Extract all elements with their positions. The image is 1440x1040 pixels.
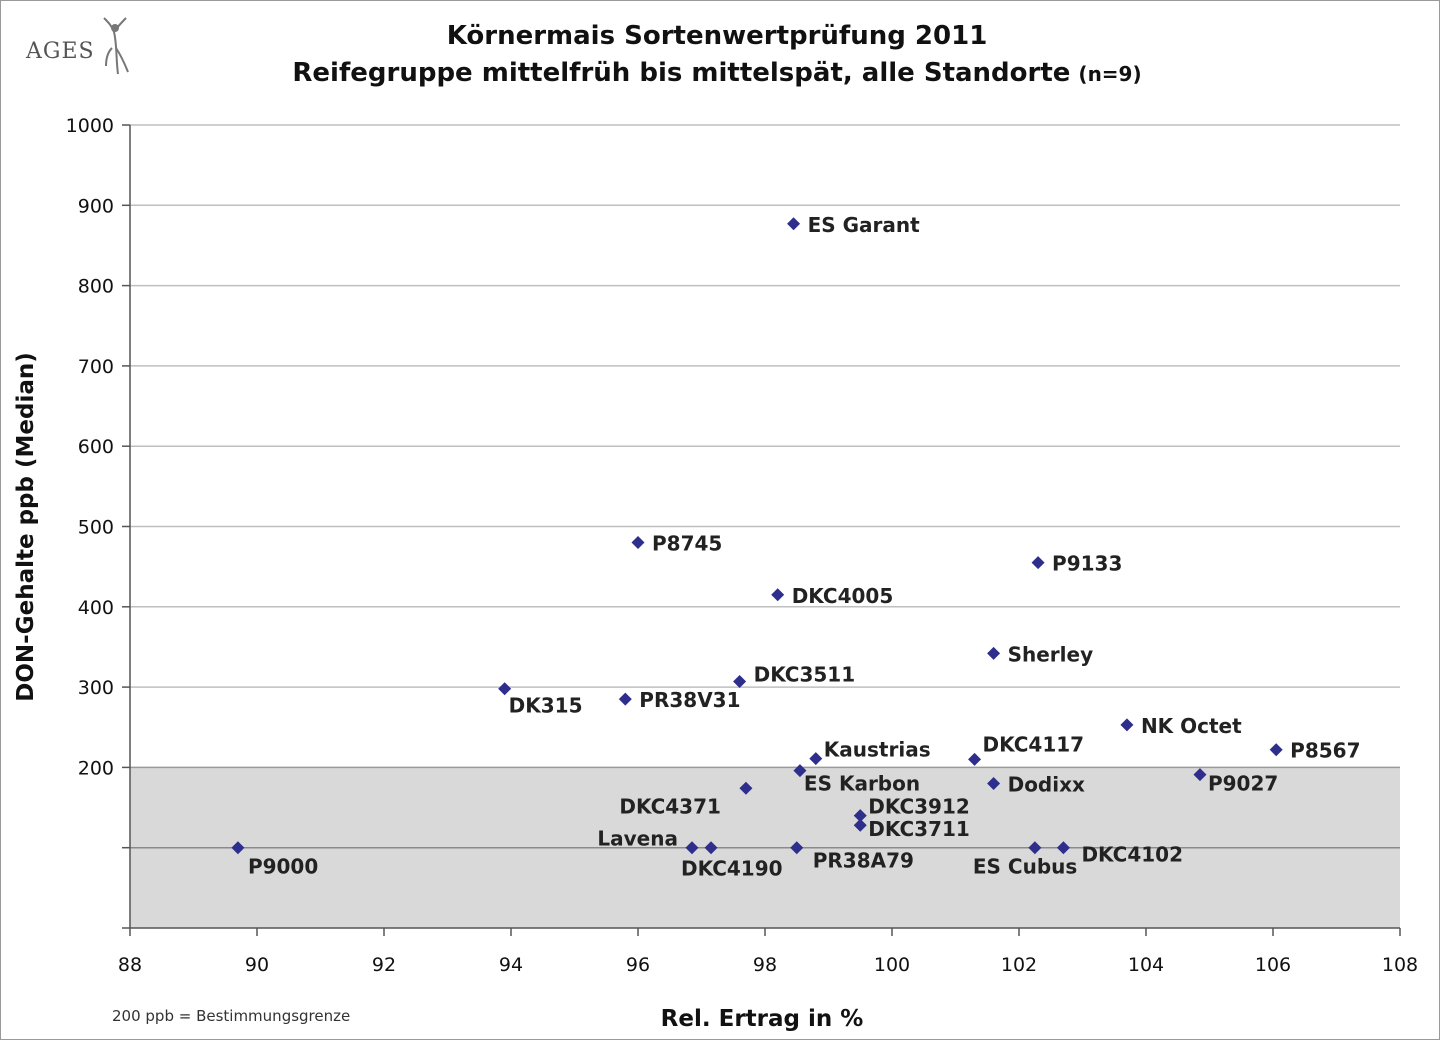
data-point-label: PR38A79 (813, 849, 914, 873)
gridlines (130, 124, 1400, 688)
data-point-marker (704, 841, 718, 855)
x-tick-label: 92 (372, 954, 396, 976)
data-point-label: DK315 (509, 694, 583, 718)
data-point-label: Dodixx (1008, 772, 1085, 796)
data-point-marker (1193, 768, 1207, 782)
data-point-label: Kaustrias (824, 738, 931, 762)
chart-subtitle-note: (n=9) (1078, 62, 1141, 86)
chart-subtitle-main: Reifegruppe mittelfrüh bis mittelspät, a… (292, 58, 1070, 88)
data-point-label: P8567 (1290, 739, 1360, 763)
x-tick-label: 98 (753, 954, 777, 976)
data-point-marker (618, 692, 632, 706)
data-point-label: P8745 (652, 532, 722, 556)
data-point-marker (1120, 718, 1134, 732)
logo-figure-icon (103, 17, 129, 75)
x-tick-label: 94 (499, 954, 523, 976)
data-point-marker (498, 682, 512, 696)
data-point-label: ES Karbon (804, 772, 920, 796)
data-point-label: DKC3711 (868, 817, 970, 841)
y-tick-label: 1000 (66, 115, 114, 137)
x-tick-label: 108 (1382, 954, 1418, 976)
x-tick-label: 100 (874, 954, 910, 976)
chart-subtitle: Reifegruppe mittelfrüh bis mittelspät, a… (292, 58, 1141, 88)
data-point-label: P9027 (1208, 772, 1278, 796)
data-point-marker (231, 841, 245, 855)
chart-title: Körnermais Sortenwertprüfung 2011 (447, 21, 988, 51)
y-tick-label: 200 (78, 757, 114, 779)
y-tick-label: 800 (78, 276, 114, 298)
x-tick-label: 104 (1128, 954, 1164, 976)
data-point-marker (787, 217, 801, 231)
data-point-label: PR38V31 (639, 688, 740, 712)
detection-limit-band (130, 766, 1400, 928)
y-tick-label: 700 (78, 356, 114, 378)
data-point-marker (793, 764, 807, 778)
data-point-label: ES Cubus (973, 855, 1077, 879)
data-point-marker (631, 536, 645, 550)
x-tick-label: 96 (626, 954, 650, 976)
data-point-marker (809, 752, 823, 766)
x-tick-label: 106 (1255, 954, 1291, 976)
data-point-label: DKC3912 (868, 795, 970, 819)
data-point-marker (1028, 841, 1042, 855)
data-point-marker (987, 776, 1001, 790)
data-point-label: DKC4117 (983, 732, 1085, 756)
data-point-marker (739, 781, 753, 795)
y-axis-label: DON-Gehalte ppb (Median) (13, 352, 39, 701)
y-tick-label: 600 (78, 436, 114, 458)
axes (122, 124, 1401, 936)
x-axis-label: Rel. Ertrag in % (661, 1006, 864, 1032)
x-tick-labels: 88 90 92 94 96 98 100 102 104 106 108 (118, 954, 1418, 976)
data-point-marker (685, 841, 699, 855)
data-point-marker (987, 646, 1001, 660)
point-labels: ES Garant P8745 P9133 DKC4005 Sherley DKC3511… (248, 213, 1361, 881)
data-point-label: ES Garant (808, 213, 921, 237)
y-tick-label: 300 (78, 677, 114, 699)
data-point-label: DKC4371 (619, 794, 721, 818)
data-point-marker (1056, 841, 1070, 855)
data-point-marker (853, 818, 867, 832)
x-tick-label: 90 (245, 954, 269, 976)
data-point-label: Lavena (597, 827, 678, 851)
logo-text: AGES (25, 39, 95, 64)
y-tick-label: 500 (78, 517, 114, 539)
x-tick-label: 102 (1001, 954, 1037, 976)
data-point-label: DKC4005 (792, 584, 894, 608)
y-tick-label: 900 (78, 195, 114, 217)
y-tick-labels: 200 300 400 500 600 700 800 900 1000 (66, 115, 114, 779)
data-point-marker (733, 674, 747, 688)
data-point-marker (790, 841, 804, 855)
data-point-marker (1269, 743, 1283, 757)
x-tick-label: 88 (118, 954, 142, 976)
data-point-label: P9133 (1052, 552, 1122, 576)
data-point-marker (771, 588, 785, 602)
data-point-marker (968, 752, 982, 766)
footnote: 200 ppb = Bestimmungsgrenze (112, 1007, 350, 1025)
data-point-label: P9000 (248, 855, 318, 879)
data-point-label: Sherley (1008, 642, 1094, 666)
ages-logo: AGES (25, 17, 129, 75)
data-point-label: NK Octet (1141, 714, 1242, 738)
data-point-marker (853, 809, 867, 823)
data-points (231, 217, 1283, 855)
data-point-label: DKC3511 (754, 662, 856, 686)
data-point-label: DKC4190 (681, 857, 783, 881)
data-point-label: DKC4102 (1081, 843, 1183, 867)
data-point-marker (1031, 556, 1045, 570)
y-tick-label: 400 (78, 597, 114, 619)
